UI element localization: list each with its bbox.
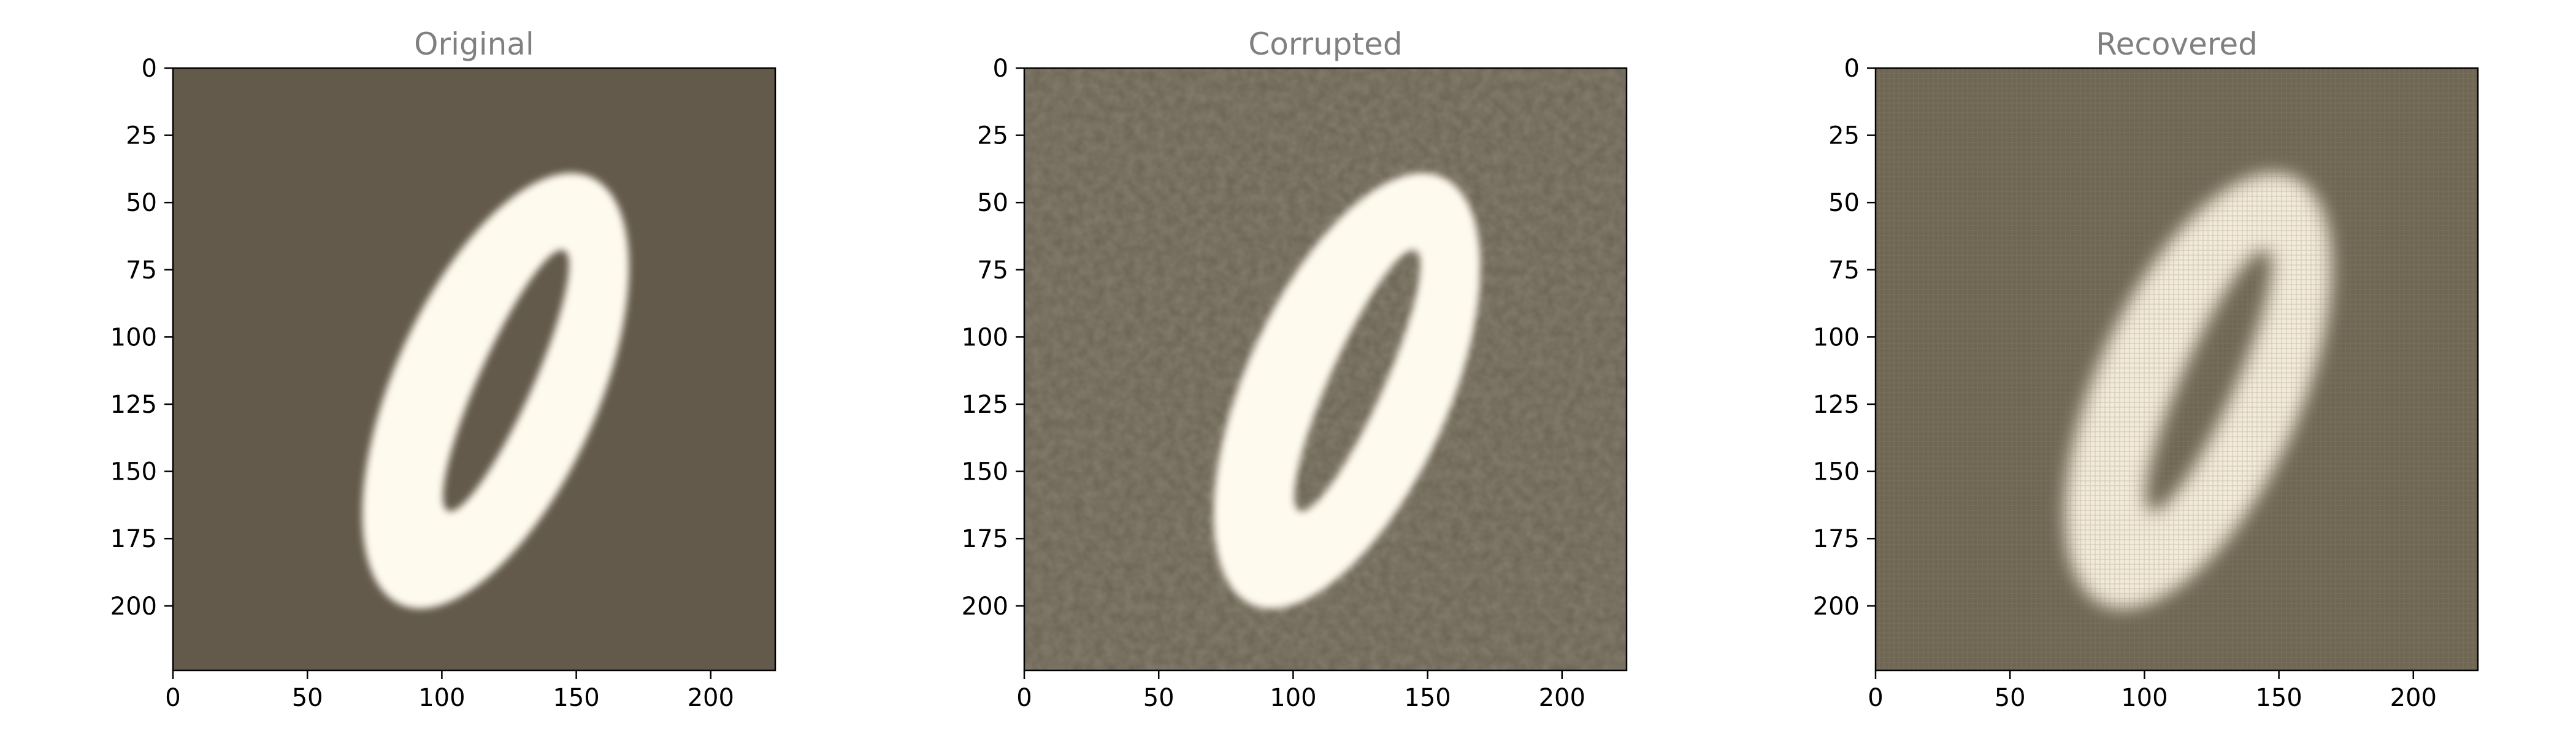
y-tick-label: 125 [962, 391, 1008, 419]
x-tick-label: 50 [292, 684, 323, 712]
y-tick-label: 75 [1828, 256, 1860, 285]
axes-frame [172, 67, 776, 672]
x-tick-label: 100 [2121, 684, 2168, 712]
y-tick-label: 0 [1844, 55, 1860, 83]
panel-corrupted: Corrupted 0 50 100 150 200 0 25 50 75 100 125 150 175… [962, 26, 1628, 712]
panel-original: Original 0 50 100 150 200 0 25 50 75 100 125 150 175 2… [110, 26, 776, 712]
x-tick-label: 200 [688, 684, 734, 712]
y-tick-label: 100 [962, 323, 1008, 351]
x-tick-label: 0 [1868, 684, 1883, 712]
y-tick-label: 50 [126, 189, 157, 217]
y-tick-label: 100 [1813, 323, 1860, 351]
y-tick-label: 150 [962, 458, 1008, 486]
x-tick-label: 150 [2255, 684, 2302, 712]
image-area [1876, 68, 2478, 670]
x-tick-label: 0 [1016, 684, 1032, 712]
x-tick-label: 200 [2390, 684, 2437, 712]
x-tick-label: 100 [1270, 684, 1316, 712]
panel-recovered: Recovered 0 50 100 150 200 0 25 50 75 100 125 150 175… [1813, 26, 2479, 712]
y-tick-label: 25 [1828, 122, 1860, 150]
reconstruction-grid-artifact [1876, 68, 2478, 670]
y-tick-label: 75 [126, 256, 157, 285]
y-tick-label: 25 [126, 122, 157, 150]
y-tick-label: 125 [1813, 391, 1860, 419]
x-tick-label: 50 [1995, 684, 2026, 712]
panel-title: Original [414, 26, 534, 62]
image-area [173, 68, 775, 670]
digit-zero [1213, 173, 1481, 608]
image-area [1024, 68, 1627, 670]
panel-title: Recovered [2096, 26, 2258, 62]
y-tick-label: 175 [110, 525, 157, 553]
y-tick-label: 150 [110, 458, 157, 486]
x-tick-label: 150 [1404, 684, 1451, 712]
y-tick-label: 175 [962, 525, 1008, 553]
y-tick-label: 125 [110, 391, 157, 419]
x-tick-label: 200 [1539, 684, 1585, 712]
x-tick-label: 0 [165, 684, 180, 712]
y-tick-label: 0 [142, 55, 157, 83]
y-tick-label: 25 [977, 122, 1008, 150]
y-tick-label: 175 [1813, 525, 1860, 553]
y-tick-label: 200 [962, 592, 1008, 621]
x-tick-label: 150 [553, 684, 599, 712]
y-tick-label: 150 [1813, 458, 1860, 486]
x-tick-label: 100 [418, 684, 465, 712]
x-tick-label: 50 [1143, 684, 1175, 712]
y-tick-label: 100 [110, 323, 157, 351]
y-tick-label: 50 [977, 189, 1008, 217]
y-tick-label: 0 [993, 55, 1008, 83]
y-tick-label: 50 [1828, 189, 1860, 217]
panels: Original 0 50 100 150 200 0 25 50 75 100 125 150 175 2… [110, 26, 2479, 712]
panel-title: Corrupted [1248, 26, 1402, 62]
digit-stroke [362, 173, 629, 608]
y-tick-label: 75 [977, 256, 1008, 285]
digit-zero [362, 173, 629, 608]
digit-stroke [1213, 173, 1481, 608]
y-tick-label: 200 [1813, 592, 1860, 621]
y-tick-label: 200 [110, 592, 157, 621]
axes-frame [1023, 67, 1628, 672]
axes-frame [1874, 67, 2479, 672]
